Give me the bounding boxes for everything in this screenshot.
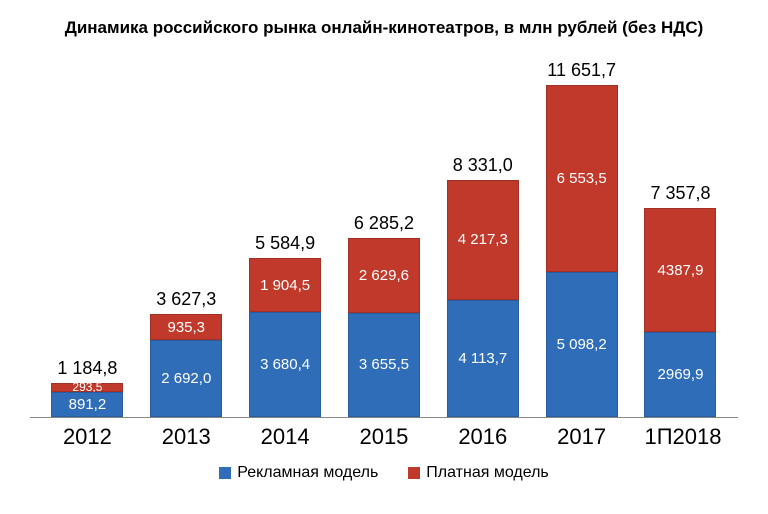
plot-area: 1 184,8 891,2293,5 3 627,3 2 692,0935,3 5 58…: [30, 48, 738, 418]
stacked-bar: 4 113,74 217,3: [447, 180, 519, 417]
bar-segment: 2 692,0: [150, 340, 222, 417]
bar-column: 6 285,2 3 655,52 629,6: [348, 48, 420, 417]
legend: Рекламная модель Платная модель: [30, 464, 738, 482]
x-axis-label: 2017: [546, 424, 618, 450]
chart-title: Динамика российского рынка онлайн-киноте…: [30, 18, 738, 38]
x-axis-label: 2015: [348, 424, 420, 450]
bar-segment: 3 655,5: [348, 313, 420, 417]
stacked-bar: 2 692,0935,3: [150, 314, 222, 417]
legend-label: Рекламная модель: [237, 464, 378, 482]
chart-container: Динамика российского рынка онлайн-киноте…: [0, 0, 768, 514]
stacked-bar: 5 098,26 553,5: [546, 85, 618, 417]
legend-label: Платная модель: [426, 464, 548, 482]
x-axis-label: 2014: [249, 424, 321, 450]
bar-segment: 293,5: [51, 383, 123, 391]
legend-swatch: [408, 467, 420, 479]
stacked-bar: 891,2293,5: [51, 383, 123, 417]
stacked-bar: 3 680,41 904,5: [249, 258, 321, 417]
bar-column: 11 651,7 5 098,26 553,5: [546, 48, 618, 417]
total-label: 6 285,2: [354, 213, 414, 234]
total-label: 5 584,9: [255, 233, 315, 254]
bar-segment: 3 680,4: [249, 312, 321, 417]
bar-segment: 2969,9: [644, 332, 716, 417]
bar-segment: 2 629,6: [348, 238, 420, 313]
bar-segment: 891,2: [51, 392, 123, 417]
total-label: 7 357,8: [650, 183, 710, 204]
legend-item: Рекламная модель: [219, 464, 378, 482]
bar-segment: 1 904,5: [249, 258, 321, 312]
bar-columns: 1 184,8 891,2293,5 3 627,3 2 692,0935,3 5 58…: [30, 48, 738, 417]
bar-segment: 935,3: [150, 314, 222, 341]
bar-segment: 5 098,2: [546, 272, 618, 417]
bar-column: 5 584,9 3 680,41 904,5: [249, 48, 321, 417]
x-axis-label: 2013: [150, 424, 222, 450]
stacked-bar: 2969,94387,9: [644, 208, 716, 417]
bar-column: 1 184,8 891,2293,5: [51, 48, 123, 417]
legend-swatch: [219, 467, 231, 479]
bar-segment: 4387,9: [644, 208, 716, 333]
bar-segment: 4 217,3: [447, 180, 519, 300]
x-axis-label: 1П2018: [644, 424, 716, 450]
total-label: 8 331,0: [453, 155, 513, 176]
bar-column: 7 357,8 2969,94387,9: [644, 48, 716, 417]
total-label: 11 651,7: [547, 60, 616, 81]
bar-segment: 6 553,5: [546, 85, 618, 272]
bar-column: 8 331,0 4 113,74 217,3: [447, 48, 519, 417]
bar-segment: 4 113,7: [447, 300, 519, 417]
x-axis: 2012 2013 2014 2015 2016 2017 1П2018: [30, 418, 738, 450]
x-axis-label: 2012: [51, 424, 123, 450]
total-label: 3 627,3: [156, 289, 216, 310]
bar-column: 3 627,3 2 692,0935,3: [150, 48, 222, 417]
legend-item: Платная модель: [408, 464, 548, 482]
total-label: 1 184,8: [57, 358, 117, 379]
x-axis-label: 2016: [447, 424, 519, 450]
stacked-bar: 3 655,52 629,6: [348, 238, 420, 417]
